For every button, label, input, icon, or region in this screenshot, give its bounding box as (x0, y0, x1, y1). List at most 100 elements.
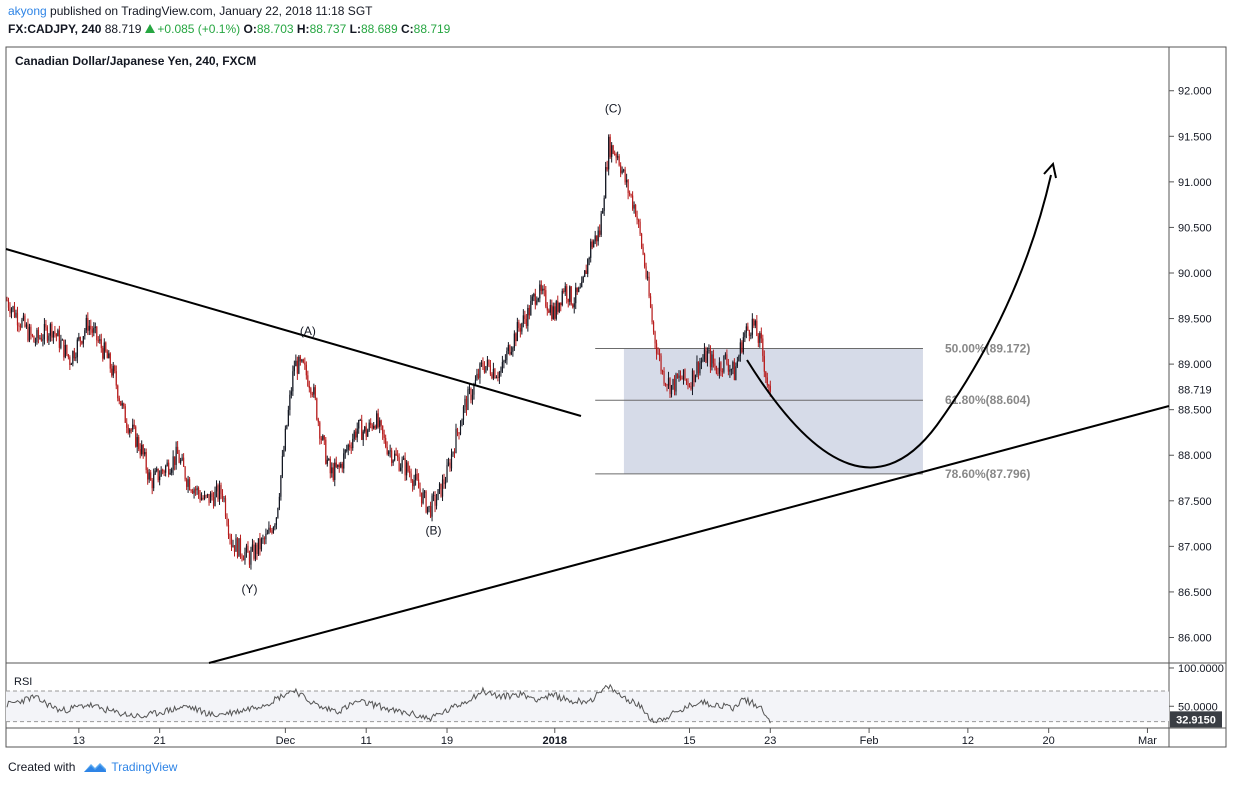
wave-label: (C) (605, 102, 622, 116)
candle-body (232, 545, 234, 548)
candle-body (94, 326, 96, 328)
candle-body (259, 538, 261, 550)
candle-body (209, 493, 212, 503)
candle-body (260, 538, 263, 550)
candle-body (245, 545, 248, 553)
candle-body (310, 388, 312, 394)
candle-body (518, 322, 520, 329)
candle-body (169, 472, 171, 475)
candle-body (272, 527, 275, 533)
candle-body (735, 366, 737, 381)
chart-frame (5, 46, 1227, 748)
ascending-trendline (208, 405, 1170, 664)
candle-body (88, 325, 90, 331)
candle-body (666, 384, 668, 386)
candle-body (256, 544, 258, 554)
candle-body (281, 456, 283, 476)
candle-body (37, 329, 40, 338)
candle-body (449, 462, 451, 469)
candle-body (335, 462, 337, 467)
candle-body (178, 453, 180, 463)
candle-body (474, 379, 477, 385)
candle-body (685, 379, 688, 382)
candle-body (379, 420, 381, 427)
descending-trendline (5, 248, 582, 417)
candle-body (141, 444, 143, 455)
candle-body (153, 474, 155, 489)
candle-body (620, 165, 622, 173)
candle-body (353, 431, 355, 439)
candle-body (591, 241, 593, 248)
candle-body (133, 424, 135, 427)
candle-body (118, 398, 120, 402)
candle-body (251, 544, 254, 551)
candle-body (572, 304, 574, 308)
candle-body (431, 495, 433, 517)
candle-body (123, 403, 125, 407)
rsi-tick-label: 50.0000 (1178, 701, 1218, 713)
candle-body (447, 462, 450, 466)
candle-body (385, 437, 387, 447)
candle-body (248, 552, 251, 565)
candle-body (43, 323, 46, 340)
candle-body (278, 496, 280, 509)
candle-body (470, 388, 472, 401)
candle-body (177, 446, 179, 454)
candle-body (575, 287, 577, 304)
candle-body (757, 335, 759, 343)
candle-body (31, 334, 34, 336)
candle-body (432, 494, 435, 496)
candle-body (184, 466, 186, 480)
candle-body (299, 356, 301, 362)
candle-body (238, 538, 240, 557)
candle-body (558, 302, 560, 312)
tradingview-link[interactable]: TradingView (111, 760, 178, 774)
candle-body (534, 293, 536, 305)
candle-body (290, 391, 292, 395)
wave-label: (A) (300, 324, 316, 338)
candle-body (621, 170, 623, 173)
author-link[interactable]: akyong (8, 4, 47, 18)
time-tick-label: 21 (154, 735, 166, 747)
price-axis-ticks: 92.000 91.500 91.000 90.500 90.000 89.500 89.0… (1169, 86, 1212, 644)
candle-body (563, 290, 565, 292)
low-label: L: (349, 22, 361, 36)
candle-body (738, 355, 740, 362)
candle-body (106, 351, 108, 359)
price-tick-label: 89.000 (1178, 359, 1212, 371)
candle-body (127, 427, 129, 433)
fib-zone: 50.00%(89.172) 61.80%(88.604) 78.60%(87.79… (595, 341, 1030, 481)
candle-body (672, 379, 674, 386)
candle-body (144, 452, 146, 455)
candle-body (552, 306, 554, 319)
candle-body (654, 331, 656, 344)
candle-body (549, 304, 551, 313)
candle-body (224, 498, 227, 517)
candle-body (635, 204, 637, 217)
rsi-tick-label: 100.0000 (1178, 663, 1224, 675)
price-tick-label: 86.000 (1178, 632, 1212, 644)
candle-body (403, 458, 405, 460)
candle-body (397, 455, 399, 458)
candle-body (705, 349, 707, 363)
candle-body (404, 458, 406, 476)
candle-body (347, 444, 349, 450)
candle-body (687, 381, 689, 387)
candle-body (30, 326, 32, 335)
candle-body (226, 516, 228, 525)
candle-body (435, 499, 438, 506)
time-tick-label: 19 (441, 735, 453, 747)
candle-body (642, 247, 644, 255)
candle-body (763, 355, 765, 372)
candle-body (564, 286, 566, 292)
publish-line: akyong published on TradingView.com, Jan… (8, 4, 372, 18)
candle-body (696, 361, 698, 376)
candle-body (304, 362, 306, 365)
candle-body (241, 555, 243, 559)
candle-body (377, 413, 379, 427)
candle-body (45, 323, 47, 328)
candle-body (681, 377, 683, 380)
candle-body (557, 301, 559, 312)
candle-body (313, 387, 315, 395)
